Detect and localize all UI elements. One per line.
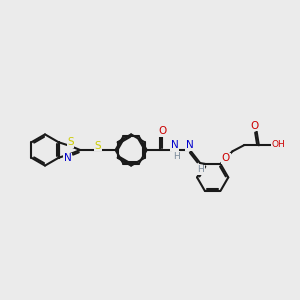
Text: S: S (95, 141, 101, 151)
Text: H: H (173, 152, 179, 161)
Text: S: S (67, 137, 74, 147)
Text: O: O (222, 154, 230, 164)
Text: O: O (250, 121, 258, 131)
Text: N: N (64, 153, 71, 164)
Text: OH: OH (272, 140, 286, 149)
Text: N: N (186, 140, 194, 150)
Text: H: H (197, 165, 204, 174)
Text: N: N (171, 140, 179, 150)
Text: O: O (158, 126, 166, 136)
